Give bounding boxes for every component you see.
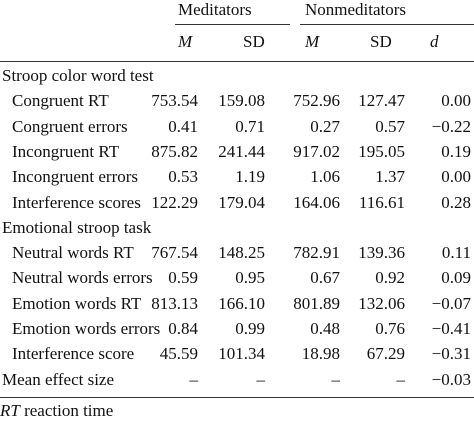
cell: 159.08 bbox=[218, 91, 265, 111]
cell: 179.04 bbox=[218, 192, 265, 212]
row-label: Neutral words errors bbox=[12, 268, 153, 288]
row-label: Incongruent RT bbox=[12, 141, 120, 161]
cell: 166.10 bbox=[218, 293, 265, 313]
row-label: Emotion words errors bbox=[12, 319, 161, 338]
cell: 0.27 bbox=[310, 116, 340, 136]
cell: 0.41 bbox=[168, 116, 198, 136]
cell: 0.76 bbox=[375, 319, 405, 338]
cell: −0.41 bbox=[431, 319, 471, 338]
bottom-rule bbox=[0, 397, 474, 398]
footnote-text: reaction time bbox=[24, 401, 114, 420]
row-label: Neutral words RT bbox=[12, 243, 134, 263]
cell: 0.19 bbox=[441, 141, 471, 161]
cell: 0.48 bbox=[310, 319, 340, 338]
cell: −0.07 bbox=[431, 293, 471, 313]
cell: 0.11 bbox=[441, 243, 471, 263]
group-rule bbox=[175, 24, 290, 25]
cell: 1.06 bbox=[310, 167, 340, 187]
cell: 127.47 bbox=[358, 91, 405, 111]
section-title: Emotional stroop task bbox=[2, 217, 152, 237]
cell: 0.99 bbox=[235, 319, 265, 338]
cell: – bbox=[256, 369, 266, 389]
cell: 1.37 bbox=[375, 167, 405, 187]
cell: – bbox=[331, 369, 341, 389]
cell: 0.00 bbox=[441, 91, 471, 111]
cell: 813.13 bbox=[151, 293, 198, 313]
cell: 132.06 bbox=[358, 293, 405, 313]
cell: 195.05 bbox=[358, 141, 405, 161]
footnote: RT reaction time bbox=[0, 401, 113, 421]
cell: 122.29 bbox=[151, 192, 198, 212]
cell: 0.57 bbox=[375, 116, 405, 136]
header-rule bbox=[0, 61, 474, 62]
column-header: d bbox=[430, 32, 439, 51]
cell: 148.25 bbox=[218, 243, 265, 263]
cell: 45.59 bbox=[159, 344, 198, 364]
cell: 0.84 bbox=[168, 319, 198, 338]
group-header: Meditators bbox=[178, 0, 252, 19]
column-header: SD bbox=[243, 32, 265, 51]
cell: 0.67 bbox=[310, 268, 340, 288]
cell: 0.92 bbox=[375, 268, 405, 288]
cell: 101.34 bbox=[218, 344, 265, 364]
cell: 752.96 bbox=[293, 91, 340, 111]
cell: – bbox=[396, 369, 406, 389]
row-label: Congruent errors bbox=[12, 116, 128, 136]
cell: 0.09 bbox=[441, 268, 471, 288]
section-title: Stroop color word test bbox=[2, 66, 154, 85]
cell: 917.02 bbox=[293, 141, 340, 161]
cell: 0.71 bbox=[235, 116, 265, 136]
cell: −0.03 bbox=[431, 369, 471, 389]
cell: 116.61 bbox=[358, 192, 405, 212]
cell: −0.22 bbox=[431, 116, 471, 136]
cell: 241.44 bbox=[218, 141, 265, 161]
cell: 164.06 bbox=[293, 192, 340, 212]
cell: 0.00 bbox=[441, 167, 471, 187]
cell: 801.89 bbox=[293, 293, 340, 313]
row-label: Mean effect size bbox=[2, 369, 115, 389]
cell: −0.31 bbox=[431, 344, 471, 364]
row-label: Incongruent errors bbox=[12, 167, 139, 187]
cell: 67.29 bbox=[366, 344, 405, 364]
cell: 0.28 bbox=[441, 192, 471, 212]
cell: 0.59 bbox=[168, 268, 198, 288]
footnote-abbr: RT bbox=[0, 401, 20, 420]
cell: 875.82 bbox=[151, 141, 198, 161]
column-header: SD bbox=[370, 32, 392, 51]
row-label: Congruent RT bbox=[12, 91, 109, 111]
group-rule bbox=[300, 24, 474, 25]
cell: 0.53 bbox=[168, 167, 198, 187]
cell: 139.36 bbox=[358, 243, 405, 263]
row-label: Interference score bbox=[12, 344, 135, 364]
cell: 18.98 bbox=[301, 344, 340, 364]
column-header: M bbox=[178, 32, 193, 51]
cell: 1.19 bbox=[235, 167, 265, 187]
row-label: Interference scores bbox=[12, 192, 141, 212]
cell: 0.95 bbox=[235, 268, 265, 288]
cell: 753.54 bbox=[151, 91, 198, 111]
row-label: Emotion words RT bbox=[12, 293, 142, 313]
cell: 767.54 bbox=[151, 243, 198, 263]
cell: 782.91 bbox=[293, 243, 340, 263]
cell: – bbox=[189, 369, 199, 389]
group-header: Nonmeditators bbox=[305, 0, 407, 19]
column-header: M bbox=[305, 32, 320, 51]
